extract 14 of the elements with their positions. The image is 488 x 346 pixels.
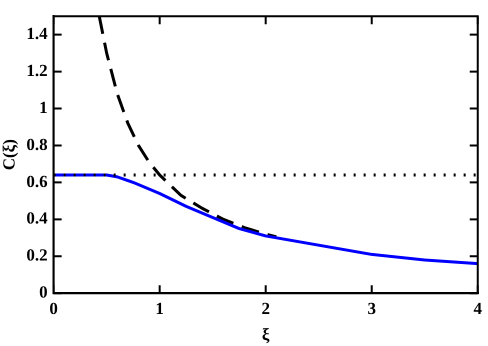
y-tick-label: 0.4	[26, 208, 48, 228]
y-tick-label: 1.4	[26, 24, 48, 44]
x-tick-label: 2	[261, 298, 270, 318]
y-tick-label: 1	[39, 98, 48, 117]
x-axis-title: ξ	[262, 325, 270, 344]
x-tick-label: 3	[367, 298, 376, 318]
x-tick-label: 1	[155, 298, 164, 318]
y-tick-label: 0.6	[26, 172, 48, 191]
y-axis-title: C(ξ)	[0, 139, 19, 170]
x-tick-label: 4	[474, 298, 482, 318]
y-tick-label: 0.2	[26, 246, 48, 265]
y-tick-label: 1.2	[26, 60, 48, 80]
y-tick-label: 0	[39, 282, 48, 302]
y-tick-label: 0.8	[26, 134, 48, 154]
